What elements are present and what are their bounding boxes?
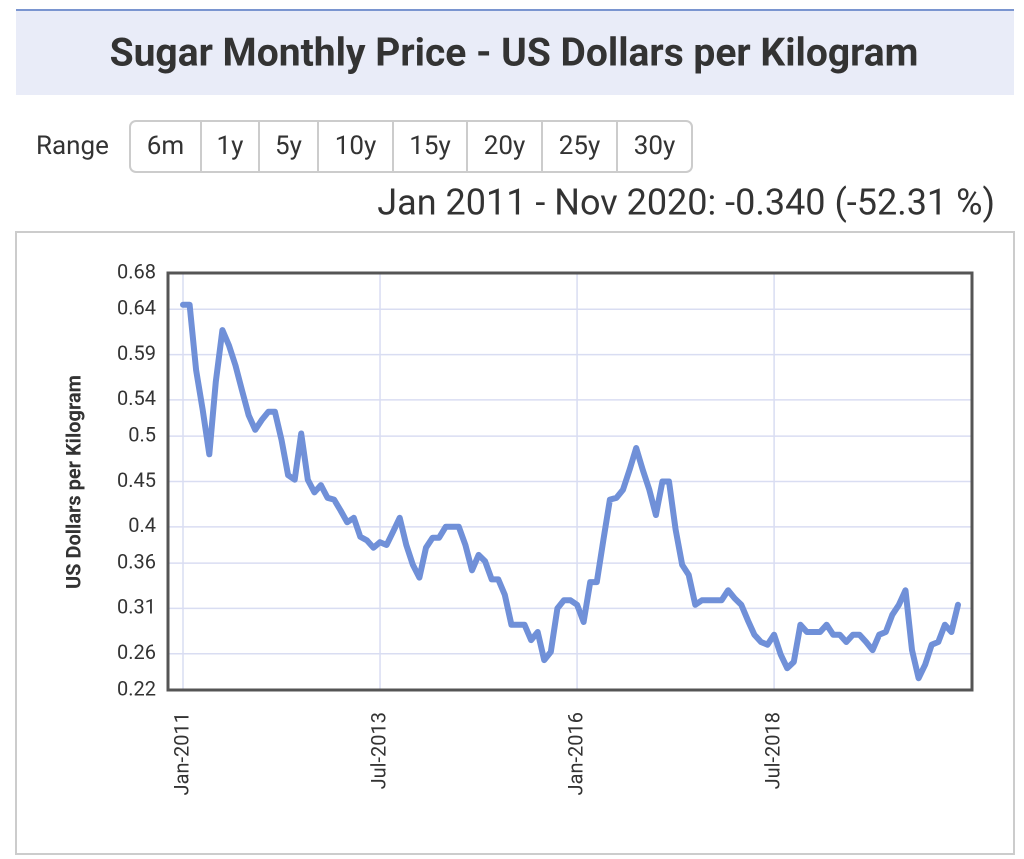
range-button[interactable]: 10y: [335, 131, 377, 161]
chart-subtitle: Jan 2011 - Nov 2020: -0.340 (-52.31 %): [377, 182, 995, 224]
y-axis-label: US Dollars per Kilogram: [61, 375, 85, 589]
title-band: [16, 10, 1014, 95]
x-tick-label: Jan-2011: [169, 712, 193, 795]
x-tick-label: Jul-2018: [760, 712, 784, 789]
y-tick-label: 0.59: [117, 341, 156, 365]
y-tick-label: 0.68: [117, 259, 156, 283]
y-tick-label: 0.26: [117, 640, 156, 664]
range-button[interactable]: 15y: [409, 131, 451, 161]
range-buttons: 6m 1y 5y 10y 15y 20y 25y 30y: [129, 120, 693, 173]
y-tick-label: 0.64: [117, 296, 156, 320]
y-tick-label: 0.45: [117, 468, 156, 492]
y-tick-label: 0.4: [128, 513, 156, 537]
range-label: Range: [36, 131, 109, 161]
range-button[interactable]: 1y: [217, 131, 244, 161]
range-button[interactable]: 5y: [275, 131, 302, 161]
range-button[interactable]: 20y: [484, 131, 526, 161]
chart-frame: [15, 231, 1015, 855]
y-tick-label: 0.36: [117, 549, 156, 573]
range-button[interactable]: 30y: [634, 131, 676, 161]
y-tick-label: 0.5: [128, 422, 156, 446]
y-tick-label: 0.22: [117, 676, 156, 700]
range-button[interactable]: 25y: [559, 131, 601, 161]
x-tick-label: Jul-2013: [366, 712, 390, 789]
page-title: Sugar Monthly Price - US Dollars per Kil…: [110, 29, 919, 75]
plot-border: [166, 271, 974, 692]
y-tick-label: 0.31: [117, 595, 156, 619]
x-tick-label: Jan-2016: [563, 712, 587, 795]
price-line: [180, 301, 961, 682]
y-tick-label: 0.54: [117, 386, 156, 410]
range-group-border: [129, 120, 693, 173]
range-button[interactable]: 6m: [147, 131, 184, 161]
